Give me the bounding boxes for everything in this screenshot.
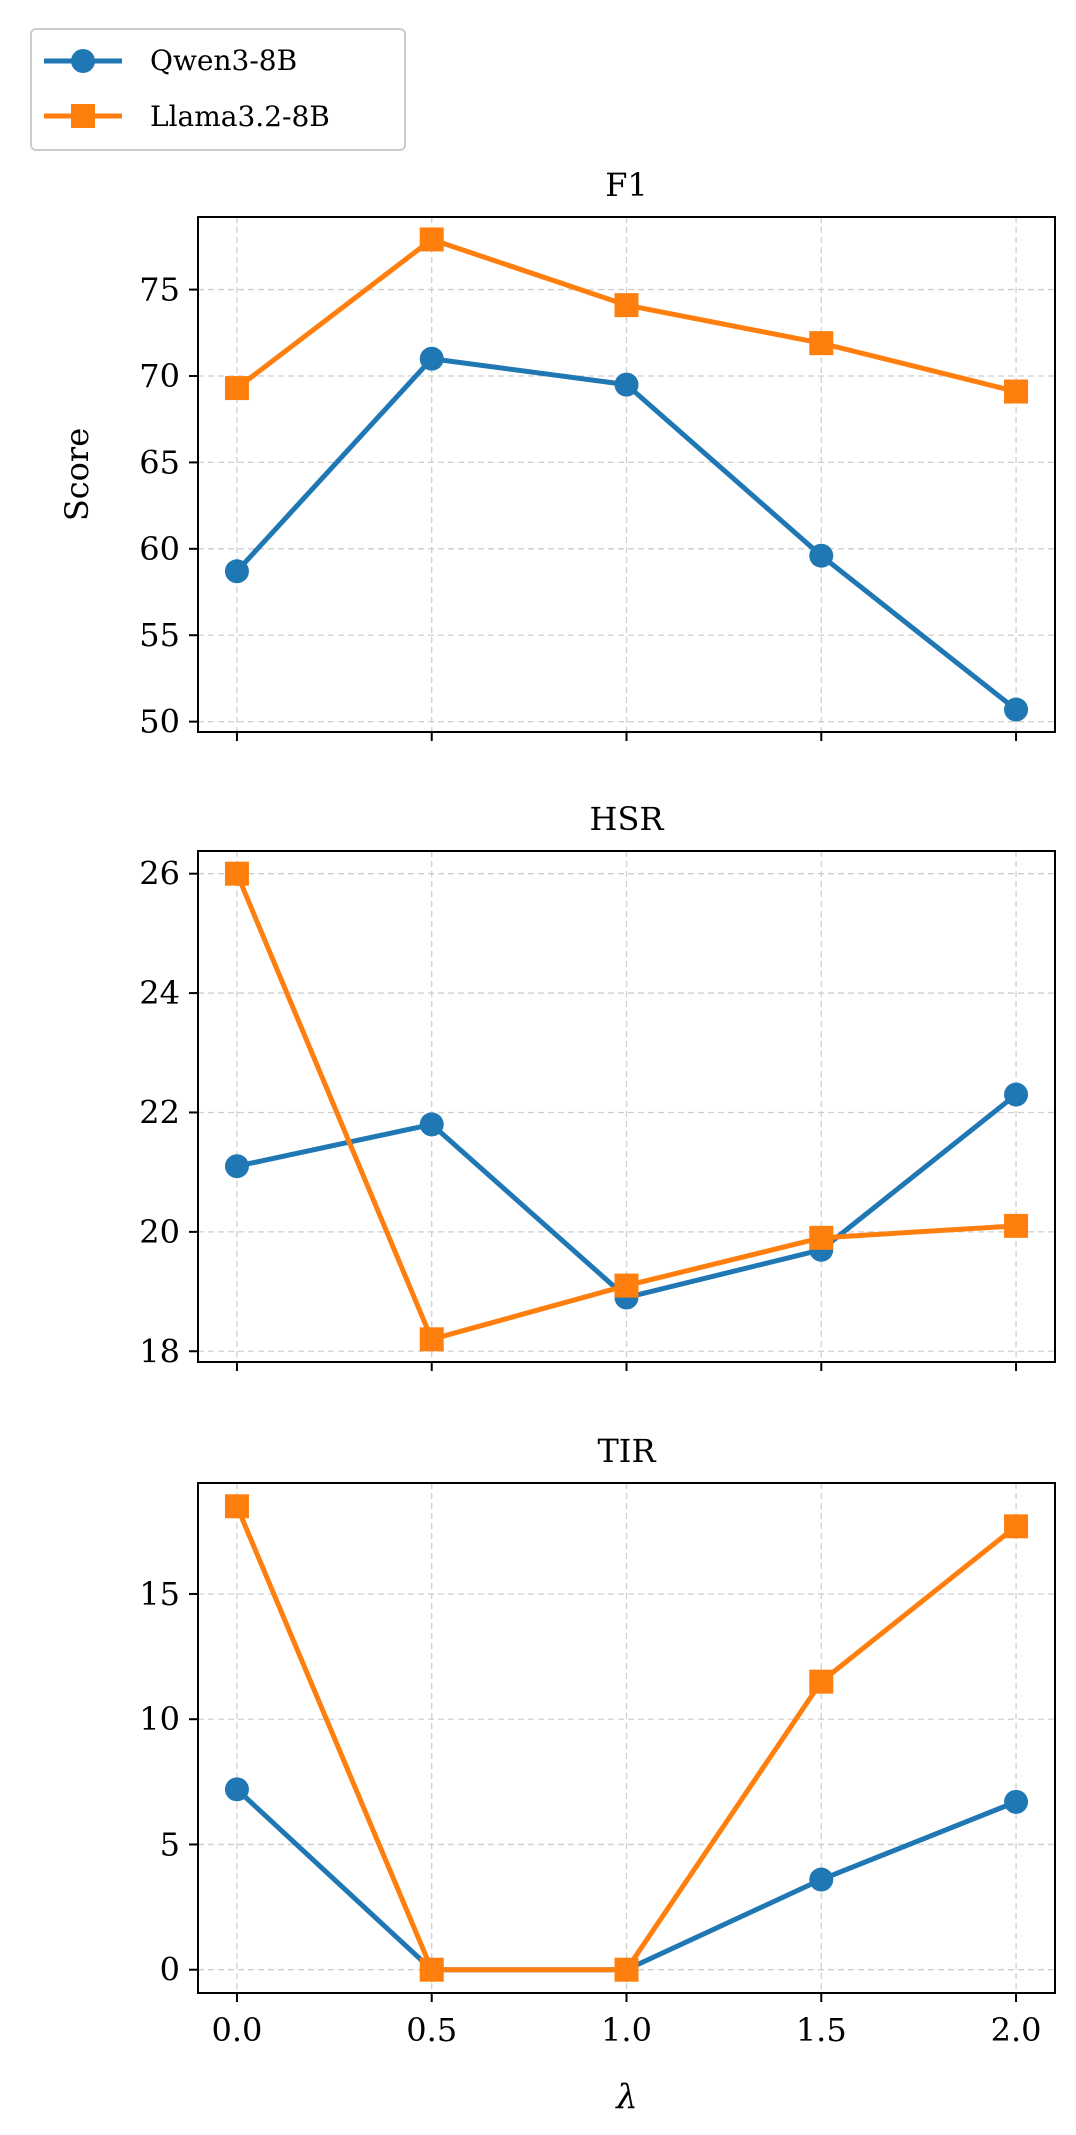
panel-1-point-s1-3 (809, 543, 834, 568)
legend-entry-llama[interactable]: Llama3.2-8B (44, 100, 330, 133)
panel-3-xtick-label-0: 0.0 (212, 2011, 263, 2049)
legend-label-llama: Llama3.2-8B (150, 100, 330, 133)
panel-2-point-s2-3 (809, 1225, 834, 1250)
panel-3-ytick-label-1: 5 (160, 1825, 180, 1863)
panel-1-point-s1-4 (1004, 697, 1029, 722)
panel-1-ytick-label-2: 60 (139, 530, 180, 568)
panel-1-y-axis-label: Score (58, 428, 96, 521)
panel-2-point-s2-2 (614, 1273, 639, 1298)
panel-2-point-s1-1 (419, 1112, 444, 1137)
panel-3-ytick-label-3: 15 (139, 1575, 180, 1613)
x-axis-label: λ (614, 2077, 638, 2117)
legend-frame (30, 28, 406, 151)
panel-2-ytick-label-1: 20 (139, 1213, 180, 1251)
panel-3-ytick-label-0: 0 (160, 1951, 180, 1989)
panel-1: 50 55 60 65 70 75 F1 Score (58, 166, 1056, 741)
panel-2-point-s2-4 (1004, 1213, 1029, 1238)
panel-3-point-s1-4 (1004, 1789, 1029, 1814)
panel-2-ytick-label-3: 24 (139, 974, 180, 1012)
panel-2-ytick-label-4: 26 (139, 855, 180, 893)
panel-3-point-s2-1 (419, 1957, 444, 1982)
panel-1-title: F1 (605, 166, 648, 204)
panel-3-xtick-label-3: 1.5 (796, 2011, 847, 2049)
panel-3-point-s2-0 (224, 1494, 249, 1519)
panel-1-point-s2-4 (1004, 379, 1029, 404)
panel-1-ytick-label-1: 55 (139, 616, 180, 654)
legend: Qwen3-8B Llama3.2-8B (30, 28, 406, 151)
panel-3-xtick-label-1: 0.5 (406, 2011, 457, 2049)
panel-3-xtick-label-2: 1.0 (601, 2011, 652, 2049)
panel-1-ytick-label-0: 50 (139, 703, 180, 741)
panel-1-point-s1-2 (614, 372, 639, 397)
panel-3-point-s2-3 (809, 1669, 834, 1694)
panel-1-point-s1-0 (224, 559, 249, 584)
panel-1-point-s1-1 (419, 346, 444, 371)
panel-2-point-s2-0 (224, 861, 249, 886)
panel-1-point-s2-0 (224, 376, 249, 401)
panel-2-point-s2-1 (419, 1327, 444, 1352)
panel-2-point-s1-0 (224, 1154, 249, 1179)
panel-3-point-s1-0 (224, 1777, 249, 1802)
panel-2-ytick-label-2: 22 (139, 1093, 180, 1131)
panel-3-title: TIR (597, 1432, 656, 1470)
legend-marker-qwen3 (71, 49, 95, 73)
panel-2-ytick-label-0: 18 (139, 1332, 180, 1370)
panel-1-point-s2-2 (614, 293, 639, 318)
panel-1-point-s2-3 (809, 331, 834, 356)
legend-entry-qwen3[interactable]: Qwen3-8B (44, 44, 297, 77)
panel-2-title: HSR (590, 800, 665, 838)
panel-2-point-s1-4 (1004, 1082, 1029, 1107)
panel-3-ytick-label-2: 10 (139, 1700, 180, 1738)
legend-marker-llama (71, 104, 95, 128)
panel-2: 18 20 22 24 26 HSR (139, 800, 1056, 1371)
panel-1-ytick-label-3: 65 (139, 443, 180, 481)
panel-3: 0 5 10 15 0.0 0.5 1.0 1.5 2.0 TIR (139, 1432, 1056, 2049)
panel-3-point-s1-3 (809, 1867, 834, 1892)
panel-1-ytick-label-4: 70 (139, 357, 180, 395)
panel-1-ytick-label-5: 75 (139, 271, 180, 309)
panel-1-point-s2-1 (419, 227, 444, 252)
panel-3-xtick-label-4: 2.0 (991, 2011, 1042, 2049)
panel-3-point-s2-2 (614, 1957, 639, 1982)
panel-3-point-s2-4 (1004, 1514, 1029, 1539)
legend-label-qwen3: Qwen3-8B (150, 44, 297, 77)
